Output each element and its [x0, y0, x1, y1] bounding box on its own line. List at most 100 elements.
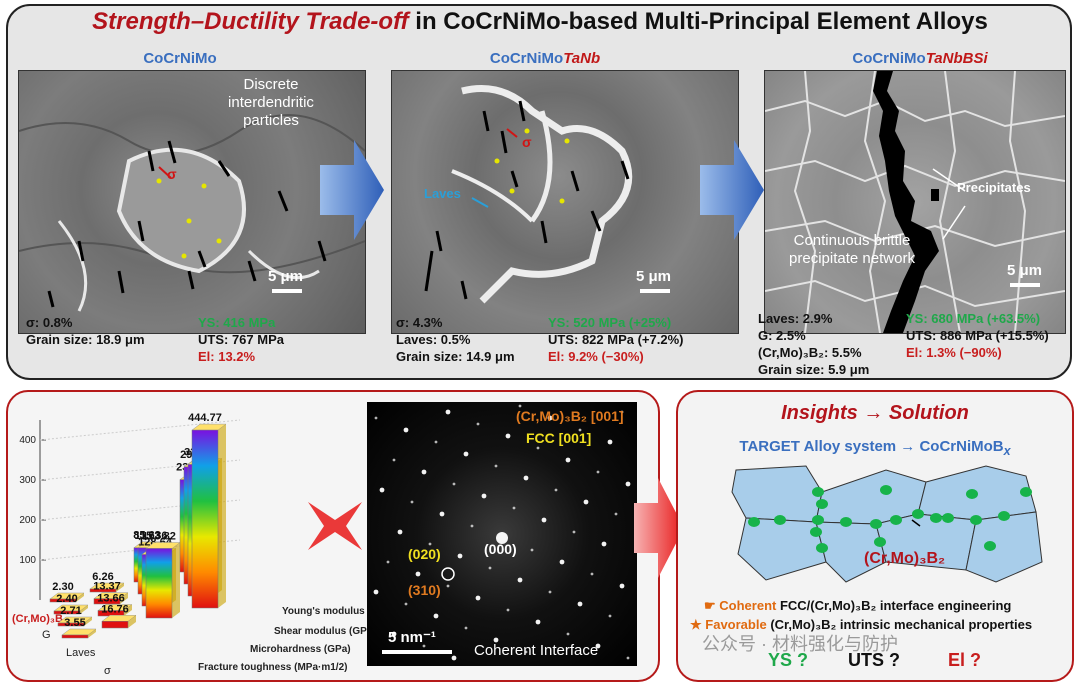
bar-value-label: 2.30: [52, 581, 73, 593]
saed-spots: [373, 404, 631, 661]
diffraction-spot: [392, 458, 396, 462]
saed-pattern: [367, 402, 637, 666]
diffraction-spot: [547, 415, 553, 421]
diffraction-spot: [434, 440, 438, 444]
precipitate-dot: [748, 517, 760, 527]
uts-value: UTS: 886 MPa (+15.5%): [906, 328, 1049, 343]
saed-scale: 5 nm⁻¹: [388, 629, 436, 646]
precipitate-dot: [942, 513, 954, 523]
ys-value: YS: 680 MPa (+63.5%): [906, 311, 1041, 326]
precipitate-dot: [816, 499, 828, 509]
diffraction-spot: [523, 475, 529, 481]
series-label: Young's modulus: [282, 606, 365, 617]
stat-line: Laves: 0.5%: [396, 332, 471, 347]
diffraction-spot: [476, 422, 480, 426]
laves-label: Laves: [424, 186, 461, 201]
diffraction-spot: [524, 650, 528, 654]
sigma-label-2: σ: [522, 134, 532, 150]
bar-value-label: 85.63: [133, 530, 161, 542]
stat-line: Grain size: 5.9 μm: [758, 362, 870, 377]
precipitate-dot: [912, 509, 924, 519]
diffraction-spot: [625, 481, 631, 487]
scale-bar-line-2: [640, 289, 670, 293]
alloy-label-2: CoCrNiMoTaNb: [489, 50, 601, 67]
diffraction-spot: [541, 517, 547, 523]
diffraction-spot: [445, 409, 451, 415]
stat-line: G: 2.5%: [758, 328, 806, 343]
el-value: El: 1.3% (−90%): [906, 345, 1002, 360]
zone-axis-fcc: FCC [001]: [526, 430, 592, 446]
title-rest: in CoCrNiMo-based Multi-Principal Elemen…: [408, 8, 988, 35]
diffraction-spot: [404, 602, 408, 606]
micrograph-2: [391, 70, 739, 334]
scale-bar-1: 5 μm: [268, 268, 304, 285]
bar-value-label: 13.66: [97, 593, 125, 605]
bar-3-0: 3.55: [61, 617, 97, 639]
diffraction-spot: [374, 416, 378, 420]
category-label: σ: [104, 665, 111, 677]
diffraction-spot: [536, 446, 540, 450]
diffraction-spot: [439, 511, 445, 517]
diffraction-spot: [488, 566, 492, 570]
precipitate-dot: [812, 515, 824, 525]
diffraction-spot: [559, 559, 565, 565]
diffraction-spot: [554, 488, 558, 492]
diffraction-spot: [626, 656, 630, 660]
diffraction-spot: [493, 637, 499, 643]
stat-line: Laves: 2.9%: [758, 311, 833, 326]
diffraction-spot: [601, 541, 607, 547]
diffraction-spot: [530, 548, 534, 552]
y-tick-label: 400: [19, 435, 36, 446]
diffraction-spot: [577, 601, 583, 607]
y-tick-label: 300: [19, 475, 36, 486]
uts-value: UTS: 767 MPa: [198, 332, 284, 347]
diffraction-spot: [607, 439, 613, 445]
scale-bar-2: 5 μm: [636, 268, 672, 285]
title-highlight: Strength–Ductility Trade-off: [92, 8, 409, 35]
sigma-label-1: σ: [167, 166, 177, 182]
series-label: Microhardness (GPa): [250, 644, 351, 655]
insights-title: Insights → Solution: [781, 402, 969, 424]
diffraction-spot: [481, 493, 487, 499]
diffraction-spot: [506, 608, 510, 612]
precipitate-dot: [890, 515, 902, 525]
stats-2-right: YS: 520 MPa (+25%) UTS: 822 MPa (+7.2%) …: [548, 314, 683, 365]
bar-3-1: 2.71: [57, 605, 93, 627]
diffraction-spot: [595, 643, 601, 649]
diffraction-spot: [415, 571, 421, 577]
uts-question: UTS ?: [848, 650, 900, 670]
bar-value-label: 16.76: [101, 603, 129, 615]
precipitate-dot: [810, 527, 822, 537]
diffraction-spot: [422, 644, 426, 648]
bar-2-1: 13.66: [97, 593, 133, 617]
stats-3-left: Laves: 2.9% G: 2.5% (Cr,Mo)₃B₂: 5.5% Gra…: [758, 310, 869, 378]
series-label: Shear modulus (GPa): [274, 626, 376, 637]
precipitate-dot: [966, 489, 978, 499]
precipitate-dot: [840, 517, 852, 527]
bar-value-label: 13.37: [93, 581, 121, 593]
grain-schematic: [731, 465, 1043, 583]
bar-2-3: 6.26: [89, 571, 125, 593]
spot-020: (020): [408, 546, 441, 562]
zone-axis-boride: (Cr,Mo)₃B₂ [001]: [516, 408, 624, 424]
micrograph-1-annotation: Discrete interdendritic particles: [228, 76, 314, 129]
precipitate-dot: [874, 537, 886, 547]
diffraction-spot: [505, 433, 511, 439]
category-label: (Cr,Mo)₃B₂: [12, 613, 68, 625]
figure-title: Strength–Ductility Trade-off in CoCrNiMo…: [0, 8, 1080, 36]
precipitate-dot: [1020, 487, 1032, 497]
precipitate-dot: [880, 485, 892, 495]
phase-label: (Cr,Mo)₃B₂: [864, 550, 946, 567]
diffraction-spot: [572, 530, 576, 534]
ys-value: YS: 416 MPa: [198, 315, 276, 330]
scale-bar-3: 5 μm: [1007, 262, 1043, 279]
diffraction-spot: [614, 512, 618, 516]
bar-value-label: 2.71: [60, 605, 81, 617]
star-icon: ★: [690, 617, 706, 632]
insight-bullet-1: ☛ Coherent FCC/(Cr,Mo)₃B₂ interface engi…: [704, 598, 1012, 613]
bar-0-0: 444.77: [188, 412, 227, 609]
alloy-label-1: CoCrNiMo: [143, 50, 217, 67]
diffraction-spot: [391, 631, 397, 637]
precipitate-dot: [998, 511, 1010, 521]
precipitate-dot: [930, 513, 942, 523]
